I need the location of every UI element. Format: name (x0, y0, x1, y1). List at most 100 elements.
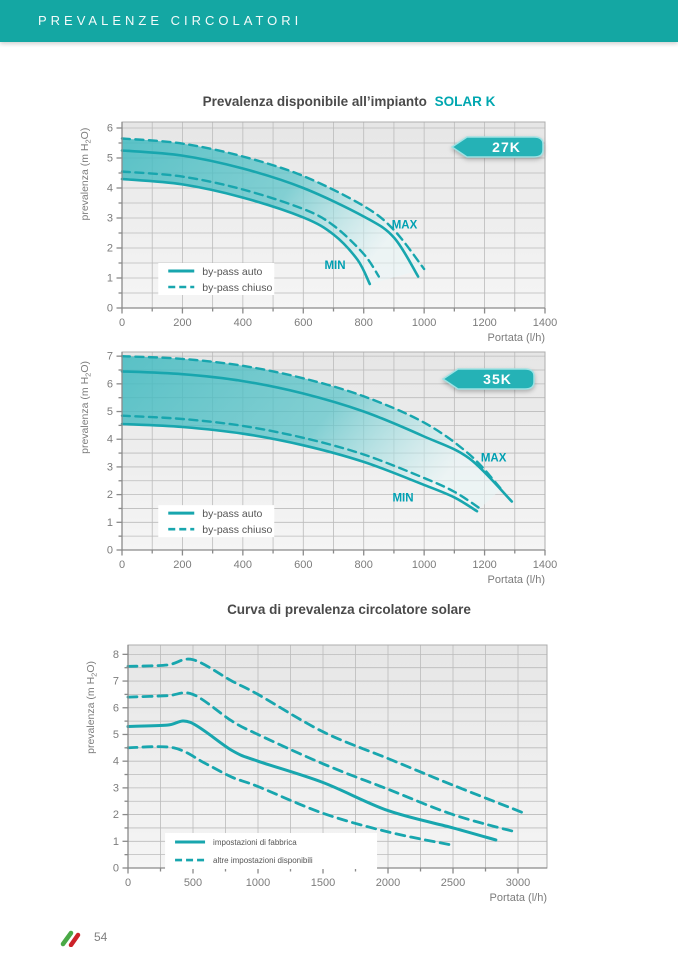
curve-by-pass-chiuso-max- (120, 137, 426, 271)
svg-text:2: 2 (107, 489, 113, 501)
curve-by-pass-auto-max- (120, 370, 514, 503)
svg-text:0: 0 (113, 863, 119, 875)
chart-27k: 0 200 400 600 800 1000 1200 1400 0 1 2 3 4 5 6 Portata … (70, 112, 557, 346)
svg-text:1: 1 (107, 517, 113, 529)
curve-by-pass-chiuso-min- (120, 414, 482, 510)
svg-text:0: 0 (107, 303, 113, 315)
svg-text:7: 7 (113, 676, 119, 688)
y-axis-title: prevalenza (m H2O) (79, 128, 93, 221)
svg-text:7: 7 (107, 351, 113, 363)
solar-k-chart-title-accent: SOLAR K (434, 94, 496, 109)
axes (116, 352, 546, 556)
svg-text:1000: 1000 (412, 317, 436, 329)
chart-solar-curve: 0 500 1000 1500 2000 2500 3000 0 1 2 3 4 5 6 7 8 Portata… (76, 635, 555, 906)
curve-impostazioni-di-fabbrica (126, 719, 498, 842)
svg-text:5: 5 (113, 729, 119, 741)
y-axis-title: prevalenza (m H2O) (85, 661, 99, 754)
svg-text:by-pass chiuso: by-pass chiuso (202, 524, 272, 536)
svg-text:4: 4 (107, 183, 113, 195)
legend: by-pass auto by-pass chiuso (158, 263, 275, 295)
x-axis-title: Portata (l/h) (488, 574, 545, 586)
badge-arrow-left-icon (450, 136, 544, 158)
svg-text:600: 600 (294, 317, 312, 329)
svg-text:800: 800 (355, 559, 373, 571)
badge-27k: 27K (450, 134, 545, 160)
legend: impostazioni di fabbrica altre impostazio… (165, 833, 378, 870)
curve-by-pass-auto-min- (120, 177, 372, 286)
plot-area: 0 200 400 600 800 1000 1200 1400 0 1 2 3 4 5 6 7 Portata… (79, 351, 557, 586)
svg-text:1000: 1000 (246, 877, 270, 889)
badge-27k-label: 27K (492, 139, 521, 155)
svg-text:6: 6 (107, 123, 113, 135)
svg-text:400: 400 (234, 317, 252, 329)
svg-text:0: 0 (107, 545, 113, 557)
svg-text:1400: 1400 (533, 559, 557, 571)
svg-text:2: 2 (113, 809, 119, 821)
page-number: 54 (94, 930, 108, 944)
badge-35k-label: 35K (483, 371, 512, 387)
curve-altre-impostazioni-bassa- (126, 745, 455, 847)
badge-35k: 35K (441, 366, 536, 392)
svg-text:400: 400 (234, 559, 252, 571)
axes (116, 122, 546, 314)
svg-text:3: 3 (113, 782, 119, 794)
svg-text:200: 200 (173, 317, 191, 329)
min-max-band (122, 356, 502, 512)
tick-labels: 0 200 400 600 800 1000 1200 1400 0 1 2 3 4 5 6 7 (107, 351, 557, 571)
plot-area: 0 500 1000 1500 2000 2500 3000 0 1 2 3 4 5 6 7 8 Portata… (85, 644, 548, 904)
svg-text:3000: 3000 (506, 877, 530, 889)
svg-text:1400: 1400 (533, 317, 557, 329)
annotation-min: MIN (392, 493, 413, 505)
curve-altre-impostazioni-media- (126, 691, 517, 834)
svg-text:5: 5 (107, 406, 113, 418)
annotation-max: MAX (392, 220, 418, 232)
svg-text:3: 3 (107, 213, 113, 225)
svg-text:200: 200 (173, 559, 191, 571)
tick-labels: 0 500 1000 1500 2000 2500 3000 0 1 2 3 4 5 6 7 8 (113, 649, 530, 889)
svg-text:1200: 1200 (472, 317, 496, 329)
svg-text:by-pass chiuso: by-pass chiuso (202, 282, 272, 294)
chart-35k: 0 200 400 600 800 1000 1200 1400 0 1 2 3 4 5 6 7 Portata… (70, 342, 557, 588)
svg-text:0: 0 (119, 559, 125, 571)
curve-by-pass-chiuso-min- (120, 170, 380, 278)
page-header: PREVALENZE CIRCOLATORI (0, 0, 678, 42)
svg-text:4: 4 (113, 756, 119, 768)
curve-by-pass-auto-max- (120, 149, 420, 278)
legend: by-pass auto by-pass chiuso (158, 505, 275, 538)
svg-text:800: 800 (355, 317, 373, 329)
svg-text:altre impostazioni disponibili: altre impostazioni disponibili (213, 856, 313, 865)
tick-labels: 0 200 400 600 800 1000 1200 1400 0 1 2 3 4 5 6 (107, 123, 557, 330)
svg-text:8: 8 (113, 649, 119, 661)
svg-text:2500: 2500 (441, 877, 465, 889)
svg-text:6: 6 (113, 702, 119, 714)
svg-text:500: 500 (184, 877, 202, 889)
solar-k-chart-title: Prevalenza disponibile all’impianto SOLA… (10, 94, 678, 109)
svg-text:600: 600 (294, 559, 312, 571)
svg-text:1: 1 (107, 273, 113, 285)
svg-text:0: 0 (119, 317, 125, 329)
svg-text:6: 6 (107, 378, 113, 390)
svg-text:1200: 1200 (472, 559, 496, 571)
svg-text:1500: 1500 (311, 877, 335, 889)
svg-text:5: 5 (107, 153, 113, 165)
svg-text:4: 4 (107, 434, 113, 446)
svg-text:impostazioni di fabbrica: impostazioni di fabbrica (213, 838, 297, 847)
chart-solar-curve-canvas: 0 500 1000 1500 2000 2500 3000 0 1 2 3 4 5 6 7 8 Portata… (85, 644, 548, 904)
y-axis-title: prevalenza (m H2O) (79, 361, 93, 454)
badge-arrow-left-icon (441, 368, 535, 390)
solar-k-chart-title-main: Prevalenza disponibile all’impianto (202, 94, 427, 109)
svg-text:2: 2 (107, 243, 113, 255)
italy-flag-strokes-icon (60, 930, 81, 947)
curve-by-pass-auto-min- (120, 422, 479, 513)
curve-by-pass-chiuso-max- (120, 355, 503, 491)
annotation-min: MIN (324, 260, 345, 272)
svg-text:by-pass auto: by-pass auto (202, 508, 262, 520)
svg-text:0: 0 (125, 877, 131, 889)
x-axis-title: Portata (l/h) (488, 332, 545, 344)
svg-text:by-pass auto: by-pass auto (202, 266, 262, 278)
curve-altre-impostazioni-alta- (126, 657, 526, 815)
page-header-title: PREVALENZE CIRCOLATORI (38, 13, 303, 28)
annotation-max: MAX (481, 452, 507, 464)
svg-text:1000: 1000 (412, 559, 436, 571)
